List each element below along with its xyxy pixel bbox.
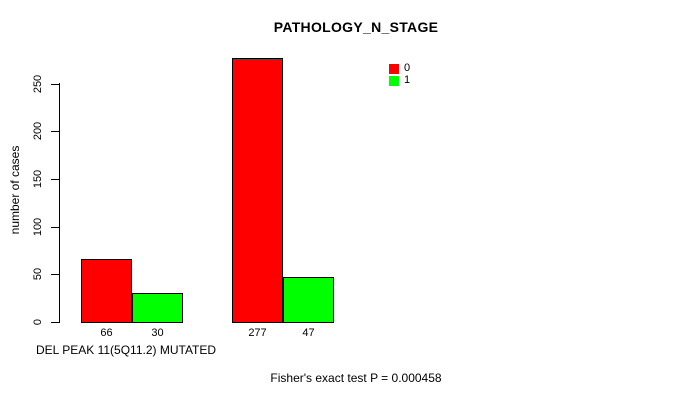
bar-value-label: 47 (302, 327, 315, 339)
bar-value-label: 66 (100, 327, 113, 339)
bar-series-1 (132, 293, 183, 323)
y-axis-line (59, 83, 60, 323)
legend-label: 0 (404, 62, 411, 74)
bar-value-label: 30 (151, 327, 164, 339)
y-axis-tick-label: 0 (32, 318, 44, 326)
bar-value-label: 277 (248, 327, 267, 339)
legend-swatch-1 (389, 76, 399, 86)
fisher-test-annotation: Fisher's exact test P = 0.000458 (270, 371, 442, 385)
bar-series-1 (283, 277, 334, 323)
y-axis-tick (51, 84, 60, 85)
legend-label: 1 (404, 74, 411, 86)
chart-title: PATHOLOGY_N_STAGE (273, 19, 439, 35)
legend-swatch-0 (389, 64, 399, 74)
y-axis-tick (51, 227, 60, 228)
y-axis-tick-label: 200 (32, 121, 44, 141)
y-axis-tick-label: 150 (32, 169, 44, 189)
y-axis-tick-label: 50 (32, 267, 44, 281)
bar-series-0 (232, 58, 283, 323)
x-axis-label: DEL PEAK 11(5Q11.2) MUTATED (36, 343, 217, 357)
bar-series-0 (81, 259, 132, 323)
y-axis-tick (51, 322, 60, 323)
y-axis-tick (51, 274, 60, 275)
y-axis-tick (51, 131, 60, 132)
y-axis-tick (51, 179, 60, 180)
y-axis-tick-label: 250 (32, 74, 44, 94)
y-axis-label: number of cases (8, 145, 22, 235)
y-axis-tick-label: 100 (32, 217, 44, 237)
